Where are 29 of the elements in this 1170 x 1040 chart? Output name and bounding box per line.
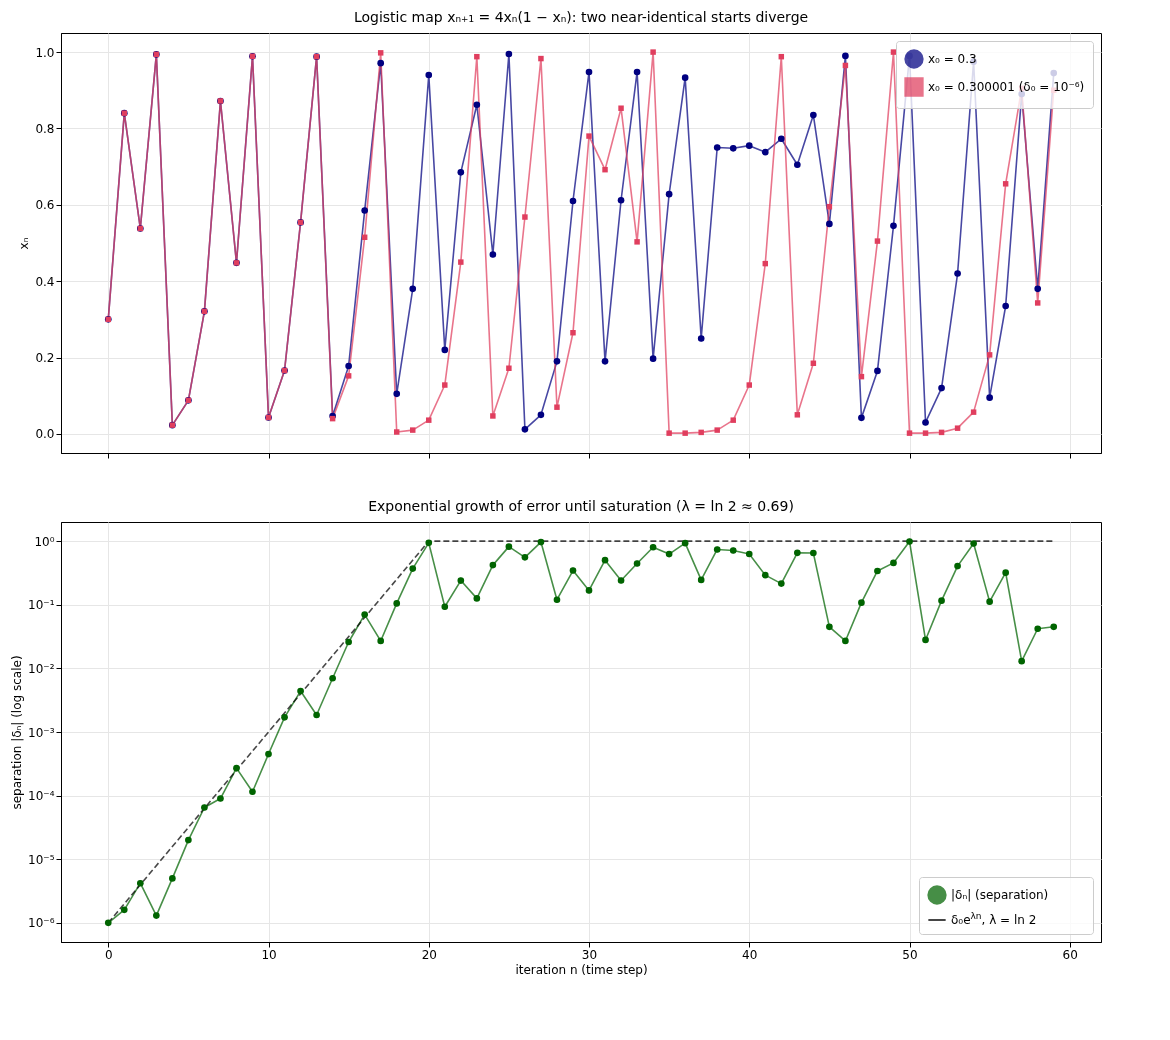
chart-title: Exponential growth of error until saturation (λ = ln 2 ≈ 0.69) [368, 498, 794, 514]
y-tick-label: 10⁻² [28, 661, 55, 676]
y-axis-title: separation |δₙ| (log scale) [10, 655, 25, 810]
x-tick-label: 20 [421, 947, 437, 962]
y-tick-label: 0.0 [35, 427, 55, 442]
y-tick-label: 1.0 [35, 45, 55, 60]
x-tick-label: 50 [902, 947, 918, 962]
chart-title: Logistic map xₙ₊₁ = 4xₙ(1 − xₙ): two near-identical starts diverge [353, 9, 809, 25]
legend-label: δ₀e$^{λn}$, λ = ln 2 [951, 911, 1037, 927]
x-tick-label: 40 [742, 947, 758, 962]
x-tick-label: 10 [261, 947, 277, 962]
x-tick-label: 60 [1062, 947, 1078, 962]
y-tick-label: 10⁻⁴ [28, 789, 55, 804]
y-axis-title: xₙ [17, 237, 32, 250]
y-tick-label: 10⁻³ [28, 725, 55, 740]
y-tick-label: 10⁰ [34, 534, 55, 549]
x-axis-title: iteration n (time step) [515, 962, 648, 977]
legend-label: x₀ = 0.3 [928, 52, 977, 66]
legend-label: |δₙ| (separation) [951, 888, 1049, 902]
y-tick-label: 0.6 [35, 198, 55, 213]
x-tick-label: 0 [104, 947, 113, 962]
legend-label: x₀ = 0.300001 (δ₀ = 10⁻⁶) [928, 80, 1085, 94]
y-tick-label: 0.2 [35, 351, 55, 366]
x-tick-label: 30 [581, 947, 598, 962]
y-tick-label: 0.4 [35, 274, 55, 289]
y-tick-label: 10⁻⁵ [28, 852, 55, 867]
y-tick-label: 10⁻⁶ [28, 916, 55, 931]
y-tick-label: 10⁻¹ [28, 598, 55, 613]
y-tick-label: 0.8 [35, 121, 55, 136]
